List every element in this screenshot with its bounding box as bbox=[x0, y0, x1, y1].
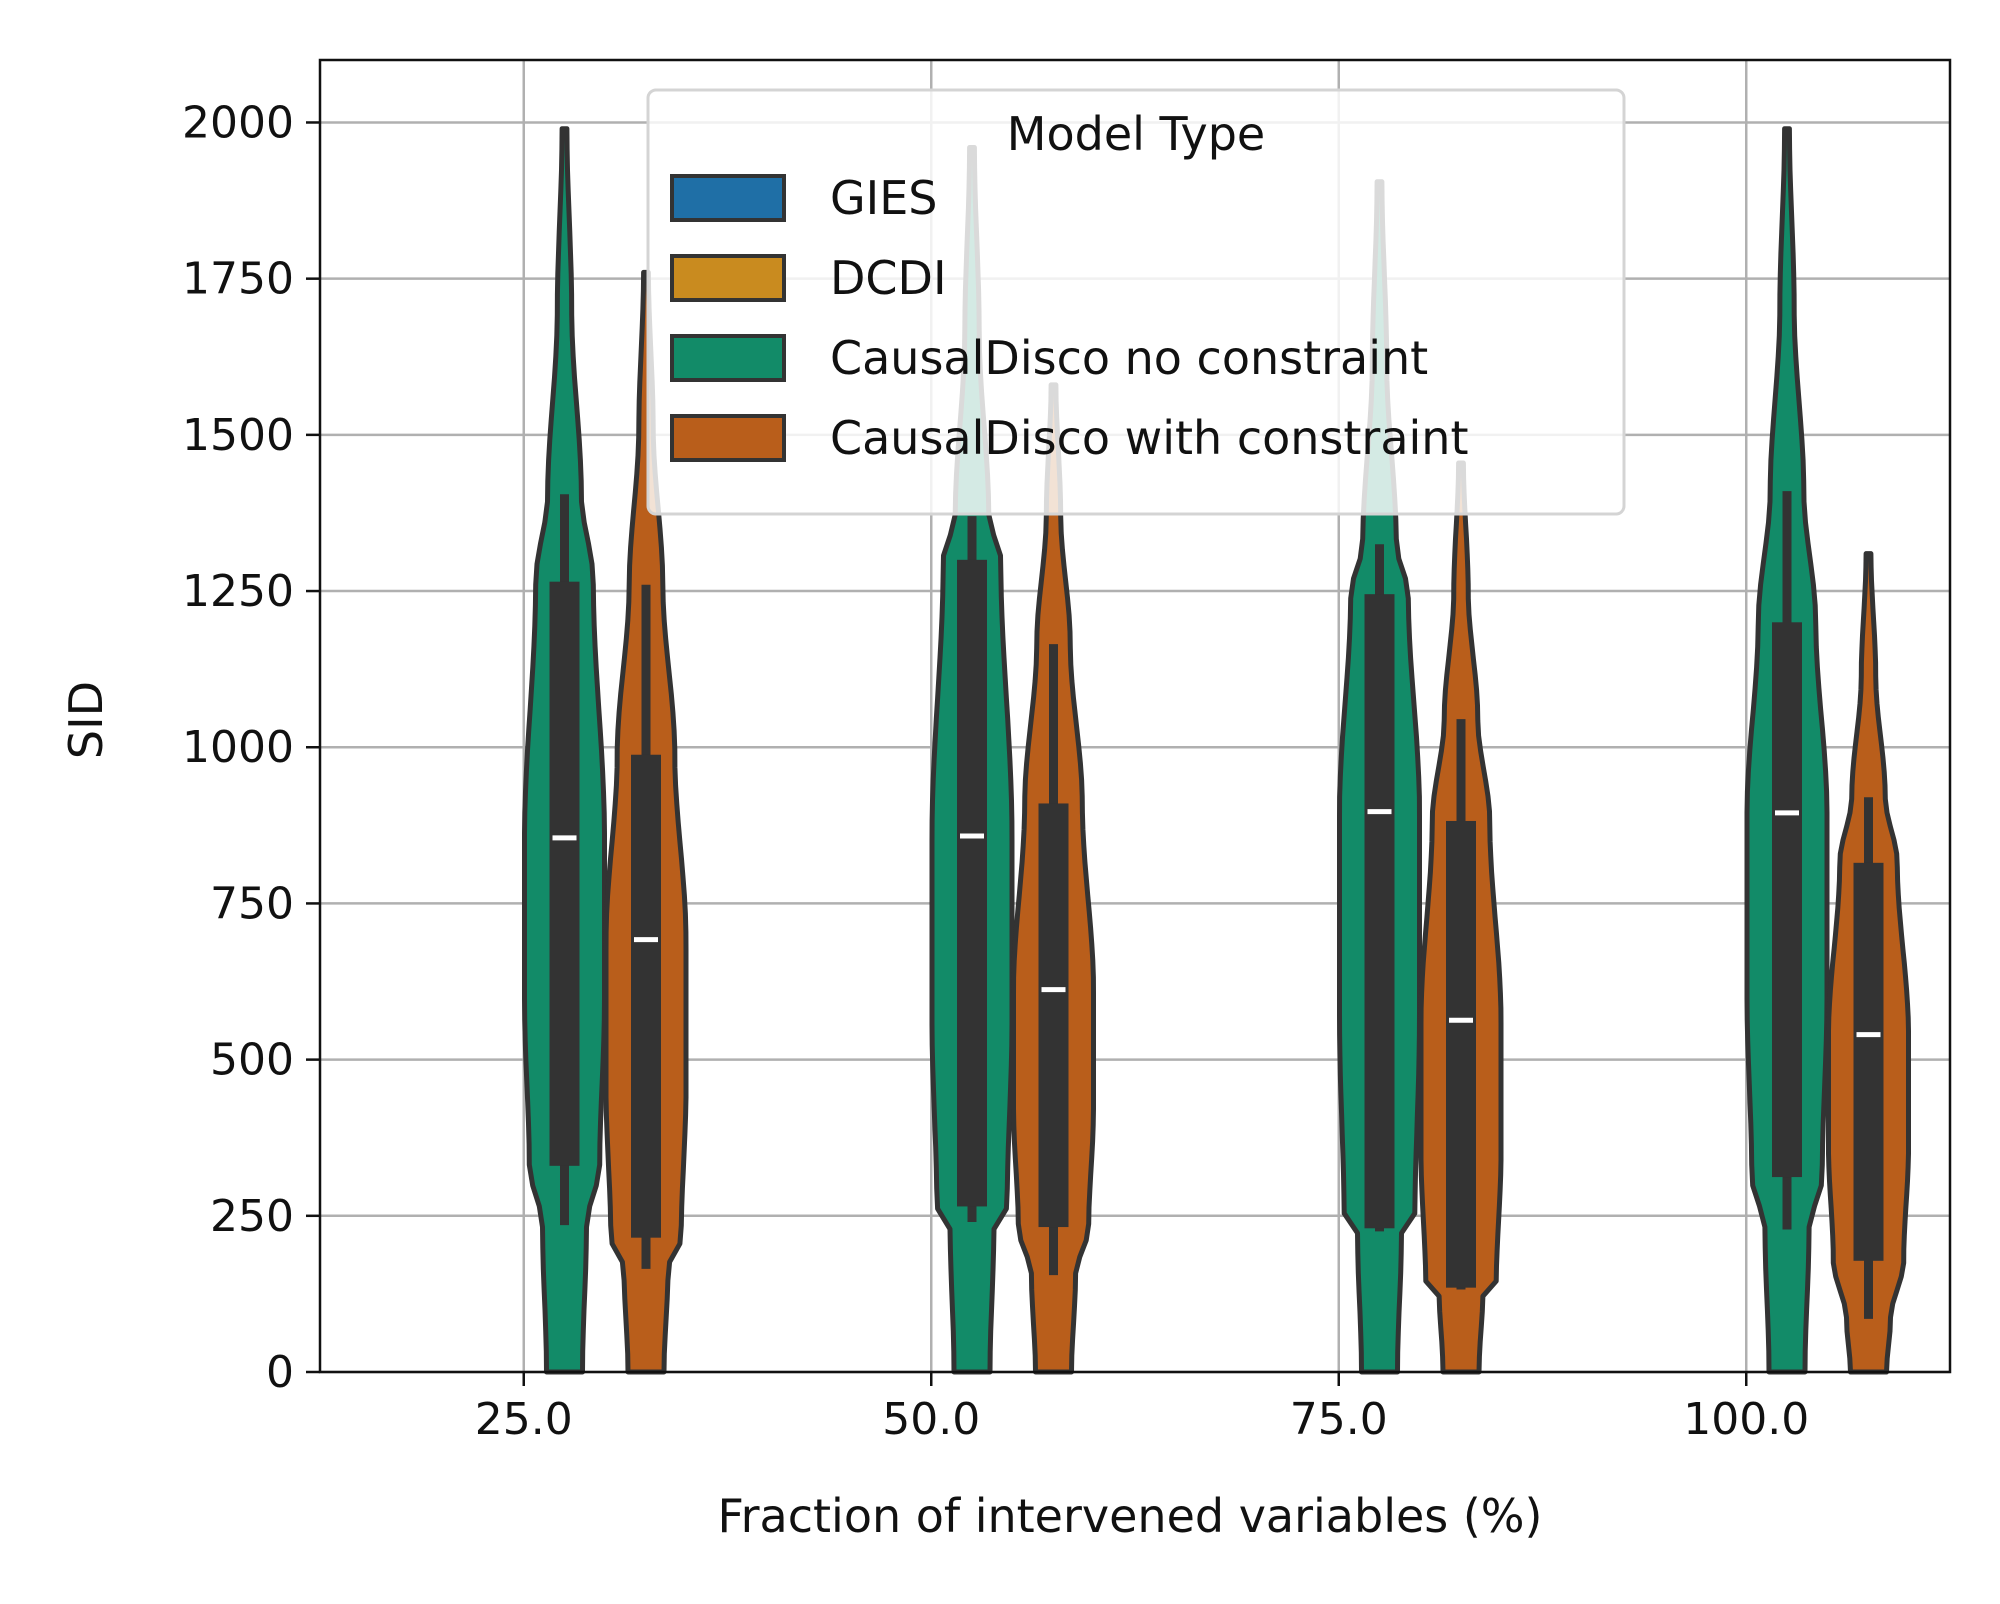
y-tick-label: 1500 bbox=[182, 410, 294, 461]
plot-frame bbox=[318, 58, 1952, 1374]
y-tick-label: 250 bbox=[210, 1191, 294, 1242]
x-tick-label: 75.0 bbox=[1290, 1394, 1388, 1445]
violin-iqr-box bbox=[1038, 803, 1069, 1228]
legend-swatch bbox=[670, 334, 786, 382]
y-tick-label: 750 bbox=[210, 878, 294, 929]
y-tick-label: 1000 bbox=[182, 722, 294, 773]
violin-iqr-box bbox=[1853, 862, 1884, 1261]
y-tick-label: 500 bbox=[210, 1035, 294, 1086]
x-tick-label: 50.0 bbox=[882, 1394, 980, 1445]
legend-entry-label: GIES bbox=[830, 171, 937, 225]
violin-iqr-box bbox=[549, 581, 580, 1166]
legend-entry-label: DCDI bbox=[830, 251, 947, 305]
legend-swatch bbox=[670, 414, 786, 462]
y-tick-label: 1750 bbox=[182, 254, 294, 305]
x-tick-label: 25.0 bbox=[475, 1394, 573, 1445]
x-axis-title: Fraction of intervened variables (%) bbox=[718, 1489, 1543, 1543]
violin-iqr-box bbox=[1772, 622, 1802, 1178]
legend-entry-label: CausalDisco with constraint bbox=[830, 411, 1469, 465]
y-tick-label: 1250 bbox=[182, 566, 294, 617]
legend-swatch bbox=[670, 254, 786, 302]
legend-swatch bbox=[670, 174, 786, 222]
violin-iqr-box bbox=[631, 754, 661, 1238]
legend-entry-label: CausalDisco no constraint bbox=[830, 331, 1428, 385]
legend: Model Type GIES DCDI CausalDisco no constr… bbox=[646, 88, 1626, 516]
axis-layer: 0 250 500 750 1000 1250 1500 1750 2000 25.0 50.0 75… bbox=[182, 58, 1952, 1445]
legend-title: Model Type bbox=[1007, 107, 1265, 161]
y-axis-title: SID bbox=[59, 681, 113, 759]
y-tick-label: 2000 bbox=[182, 97, 294, 148]
violin-iqr-box bbox=[1364, 594, 1395, 1229]
violin-iqr-box bbox=[957, 559, 987, 1207]
y-tick-label: 0 bbox=[266, 1347, 294, 1398]
violin-iqr-box bbox=[1446, 820, 1476, 1288]
x-tick-label: 100.0 bbox=[1683, 1394, 1809, 1445]
legend-frame bbox=[646, 88, 1626, 516]
